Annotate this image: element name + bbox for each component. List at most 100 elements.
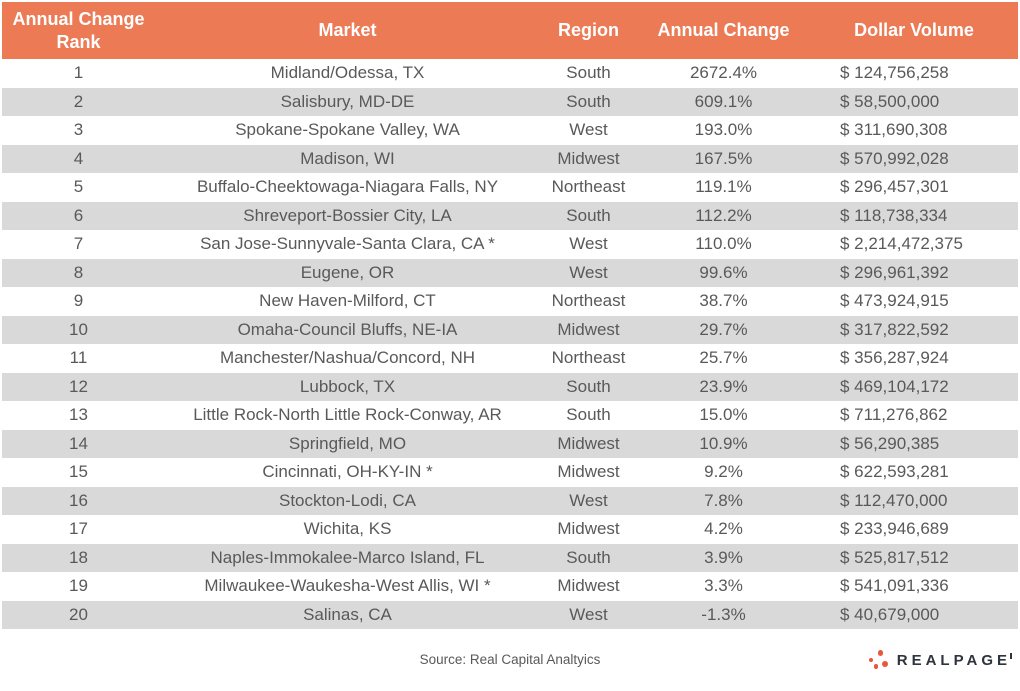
realpage-logo: REALPAGE xyxy=(868,647,1012,673)
header-cell-market: Market xyxy=(318,20,377,40)
header-rank-line2: Rank xyxy=(56,31,101,52)
cell-rank: 4 xyxy=(73,148,84,168)
cell-region: South xyxy=(566,205,611,225)
cell-annual-change: 29.7% xyxy=(699,319,748,339)
cell-region: South xyxy=(566,547,611,567)
cell-dollar-volume: $ 296,961,392 xyxy=(840,262,949,282)
footer: Source: Real Capital Analtyics REALPAGE xyxy=(0,629,1020,691)
cell-dollar-volume: $ 541,091,336 xyxy=(840,576,949,596)
cell-dollar-volume: $ 40,679,000 xyxy=(840,604,940,624)
cell-dollar-volume: $ 570,992,028 xyxy=(840,148,949,168)
cell-dollar-volume: $ 469,104,172 xyxy=(840,376,949,396)
table-row: 8 Eugene, OR West 99.6% $ 296,961,392 xyxy=(2,258,1018,287)
cell-dollar-volume: $ 118,738,334 xyxy=(840,205,948,225)
cell-market: Lubbock, TX xyxy=(299,376,396,396)
table-row: 2 Salisbury, MD-DE South 609.1% $ 58,500… xyxy=(2,87,1018,116)
cell-dollar-volume: $ 317,822,592 xyxy=(840,319,949,339)
cell-annual-change: -1.3% xyxy=(701,604,746,624)
cell-rank: 13 xyxy=(69,405,88,425)
logo-wordmark: REALPAGE xyxy=(896,651,1012,669)
cell-region: West xyxy=(569,490,608,510)
table-row: 16 Stockton-Lodi, CA West 7.8% $ 112,470… xyxy=(2,486,1018,515)
table-row: 1 Midland/Odessa, TX South 2672.4% $ 124… xyxy=(2,59,1018,88)
table-row: 12 Lubbock, TX South 23.9% $ 469,104,172 xyxy=(2,372,1018,401)
table-row: 15 Cincinnati, OH-KY-IN * Midwest 9.2% $… xyxy=(2,458,1018,487)
cell-region: Midwest xyxy=(557,519,620,539)
rankings-table: Annual Change Rank Market Region Annual … xyxy=(2,2,1018,629)
cell-region: South xyxy=(566,405,611,425)
cell-annual-change: 9.2% xyxy=(704,462,743,482)
table-row: 10 Omaha-Council Bluffs, NE-IA Midwest 2… xyxy=(2,315,1018,344)
cell-rank: 8 xyxy=(73,262,84,282)
cell-rank: 2 xyxy=(73,91,84,111)
table-row: 19 Milwaukee-Waukesha-West Allis, WI * M… xyxy=(2,572,1018,601)
cell-dollar-volume: $ 311,690,308 xyxy=(840,120,948,140)
cell-market: Midland/Odessa, TX xyxy=(270,63,425,83)
cell-market: Wichita, KS xyxy=(303,519,392,539)
cell-rank: 10 xyxy=(69,319,88,339)
cell-dollar-volume: $ 58,500,000 xyxy=(840,91,940,111)
cell-rank: 11 xyxy=(69,348,88,368)
trademark-mark xyxy=(1010,652,1012,659)
header-cell-region: Region xyxy=(558,20,619,40)
cell-annual-change: 3.3% xyxy=(704,576,743,596)
cell-annual-change: 38.7% xyxy=(699,291,748,311)
cell-annual-change: 25.7% xyxy=(699,348,748,368)
cell-annual-change: 167.5% xyxy=(694,148,753,168)
cell-annual-change: 119.1% xyxy=(695,177,752,197)
cell-region: Midwest xyxy=(557,319,620,339)
table-row: 13 Little Rock-North Little Rock-Conway,… xyxy=(2,401,1018,430)
cell-region: Northeast xyxy=(551,291,626,311)
cell-dollar-volume: $ 356,287,924 xyxy=(840,348,949,368)
cell-market: Buffalo-Cheektowaga-Niagara Falls, NY xyxy=(196,177,499,197)
cell-market: Little Rock-North Little Rock-Conway, AR xyxy=(193,405,502,425)
cell-market: Eugene, OR xyxy=(300,262,395,282)
table-row: 7 San Jose-Sunnyvale-Santa Clara, CA * W… xyxy=(2,230,1018,259)
cell-region: West xyxy=(569,234,608,254)
cell-market: New Haven-Milford, CT xyxy=(259,291,436,311)
cell-region: South xyxy=(566,91,611,111)
cell-rank: 18 xyxy=(69,547,88,567)
cell-annual-change: 2672.4% xyxy=(689,63,758,83)
cell-region: South xyxy=(566,63,611,83)
cell-rank: 7 xyxy=(73,234,84,254)
cell-rank: 14 xyxy=(69,433,88,453)
cell-dollar-volume: $ 473,924,915 xyxy=(840,291,949,311)
cell-dollar-volume: $ 711,276,862 xyxy=(840,405,948,425)
cell-region: Midwest xyxy=(557,433,620,453)
cell-market: Salisbury, MD-DE xyxy=(280,91,415,111)
cell-dollar-volume: $ 525,817,512 xyxy=(840,547,949,567)
cell-market: Springfield, MO xyxy=(288,433,407,453)
cell-rank: 1 xyxy=(73,63,84,83)
cell-rank: 17 xyxy=(69,519,88,539)
cell-market: Omaha-Council Bluffs, NE-IA xyxy=(237,319,458,339)
cell-rank: 12 xyxy=(69,376,88,396)
cell-rank: 6 xyxy=(73,205,84,225)
table-row: 4 Madison, WI Midwest 167.5% $ 570,992,0… xyxy=(2,144,1018,173)
table-row: 3 Spokane-Spokane Valley, WA West 193.0%… xyxy=(2,116,1018,145)
cell-market: Shreveport-Bossier City, LA xyxy=(243,205,452,225)
source-text: Source: Real Capital Analtyics xyxy=(419,652,601,667)
cell-rank: 15 xyxy=(69,462,88,482)
table-row: 9 New Haven-Milford, CT Northeast 38.7% … xyxy=(2,287,1018,316)
cell-market: Naples-Immokalee-Marco Island, FL xyxy=(210,547,485,567)
cell-region: Midwest xyxy=(557,576,620,596)
cell-rank: 16 xyxy=(69,490,88,510)
cell-region: West xyxy=(569,604,608,624)
cell-rank: 20 xyxy=(69,604,88,624)
cell-rank: 19 xyxy=(69,576,88,596)
table-row: 11 Manchester/Nashua/Concord, NH Northea… xyxy=(2,344,1018,373)
cell-market: Cincinnati, OH-KY-IN * xyxy=(262,462,433,482)
table-row: 14 Springfield, MO Midwest 10.9% $ 56,29… xyxy=(2,429,1018,458)
cell-annual-change: 4.2% xyxy=(704,519,743,539)
cell-annual-change: 10.9% xyxy=(699,433,748,453)
cell-market: Spokane-Spokane Valley, WA xyxy=(235,120,460,140)
cell-dollar-volume: $ 56,290,385 xyxy=(840,433,940,453)
cell-dollar-volume: $ 112,470,000 xyxy=(840,490,948,510)
cell-region: West xyxy=(569,120,608,140)
cell-rank: 5 xyxy=(73,177,84,197)
table-body: 1 Midland/Odessa, TX South 2672.4% $ 124… xyxy=(2,59,1018,629)
cell-region: Midwest xyxy=(557,462,620,482)
cell-rank: 3 xyxy=(73,120,84,140)
cell-dollar-volume: $ 296,457,301 xyxy=(840,177,949,197)
